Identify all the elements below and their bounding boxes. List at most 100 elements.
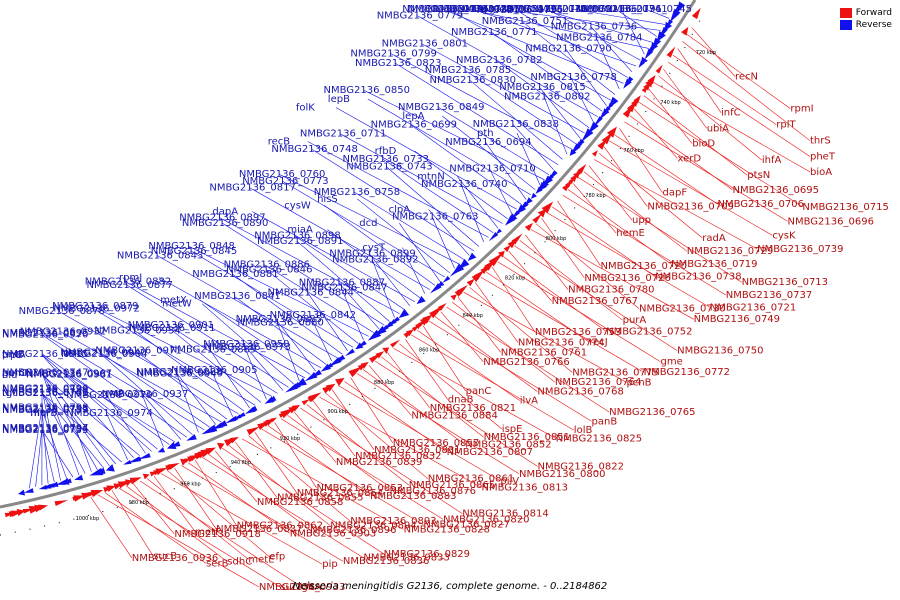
gene-label: NMBG2136_0702 bbox=[2, 388, 88, 399]
leader-line bbox=[132, 483, 175, 535]
gene-label: murB bbox=[30, 408, 57, 419]
gene-label: NMBG2136_0814 bbox=[462, 509, 548, 520]
gene-label: NMBG2136_0936 bbox=[132, 553, 218, 564]
tick-label: 800 kbp bbox=[546, 236, 566, 242]
gene-label: dcd bbox=[359, 218, 377, 229]
leader-line bbox=[339, 133, 503, 224]
gene-label: NMBG2136_0889 bbox=[170, 345, 256, 356]
gene-label: NMBG2136_0748 bbox=[271, 144, 357, 155]
gene-label: NMBG2136_0895 bbox=[2, 328, 88, 339]
gene-label: NMBG2136_0780 bbox=[568, 285, 654, 296]
leader-line bbox=[244, 346, 267, 400]
gene-label: NMBG2136_0706 bbox=[718, 199, 804, 210]
gene-label: NMBG2136_0799 bbox=[350, 48, 436, 59]
reverse-feature bbox=[607, 96, 619, 109]
leader-line bbox=[382, 158, 494, 234]
leader-line bbox=[278, 173, 460, 265]
gene-label: pntA bbox=[2, 350, 26, 361]
leader-line bbox=[686, 34, 791, 109]
leader-line bbox=[362, 369, 466, 445]
reverse-feature bbox=[664, 21, 673, 32]
tick-label: 1000 kbp bbox=[76, 516, 100, 522]
gene-label: NMBG2136_0755 bbox=[2, 425, 88, 436]
leader-line bbox=[469, 287, 573, 373]
gene-label: NMBG2136_0828 bbox=[404, 524, 490, 535]
gene-label: NMBG2136_0801 bbox=[382, 39, 468, 50]
gene-label: NMBG2136_0709 bbox=[647, 202, 733, 213]
gene-label: dnaB bbox=[448, 395, 474, 406]
gene-label: NMBG2136_0713 bbox=[742, 277, 828, 288]
gene-label: dapF bbox=[663, 188, 688, 199]
gene-label: efp bbox=[269, 552, 285, 563]
leader-line bbox=[399, 343, 502, 430]
gene-label: NMBG2136_0847 bbox=[301, 283, 387, 294]
leader-line bbox=[390, 53, 572, 150]
leader-line bbox=[106, 412, 128, 461]
leader-line bbox=[261, 428, 424, 525]
leader-line bbox=[609, 140, 773, 236]
forward-feature bbox=[291, 404, 301, 412]
leader-line bbox=[293, 411, 337, 463]
gene-label: mtnN bbox=[417, 171, 444, 182]
leader-line bbox=[307, 292, 348, 351]
gene-label: lolB bbox=[574, 425, 593, 436]
gene-label: NMBG2136_0802 bbox=[504, 92, 590, 103]
leader-line bbox=[325, 392, 428, 479]
gene-label: NMBG2136_0763 bbox=[392, 212, 478, 223]
leader-line bbox=[682, 41, 811, 141]
forward-feature bbox=[405, 329, 414, 337]
gene-label: NMBG2136_0765 bbox=[609, 407, 695, 418]
gene-label: NMBG2136_0774 bbox=[518, 337, 604, 348]
tick-label: 740 kbp bbox=[660, 100, 680, 106]
gene-label: NMBG2136_0779 bbox=[377, 10, 463, 21]
gene-label: metE bbox=[248, 554, 274, 565]
reverse-feature bbox=[127, 456, 141, 464]
leader-line bbox=[393, 347, 556, 439]
reverse-feature bbox=[59, 477, 70, 485]
gene-label: NMBG2136_0758 bbox=[314, 187, 400, 198]
leader-line bbox=[367, 98, 531, 195]
gene-label: NMBG2136_0877 bbox=[87, 280, 173, 291]
leader-line bbox=[446, 306, 610, 413]
gene-label: NMBG2136_0933 bbox=[259, 582, 345, 593]
leader-line bbox=[100, 353, 193, 436]
gene-label: NMBG2136_0882 bbox=[85, 276, 171, 287]
leader-line bbox=[280, 418, 444, 520]
forward-feature bbox=[601, 132, 613, 145]
forward-feature bbox=[524, 222, 534, 232]
gene-label: NMBG2136_0832 bbox=[355, 451, 441, 462]
leader-line bbox=[490, 31, 603, 112]
reverse-feature bbox=[215, 420, 228, 429]
gene-label: NMBG2136_0829 bbox=[384, 549, 470, 560]
leader-line bbox=[188, 245, 369, 337]
gene-label: NMBG2136_0833 bbox=[363, 553, 449, 564]
gene-label: NMBG2136_0846 bbox=[226, 264, 312, 275]
leader-line bbox=[489, 168, 513, 215]
gene-label: NMBG2136_0981 bbox=[26, 369, 112, 380]
gene-label: NMBG2136_0911 bbox=[129, 323, 215, 334]
gene-label: NMBG2136_0699 bbox=[371, 120, 457, 131]
leader-line bbox=[422, 325, 466, 392]
leader-line bbox=[562, 195, 726, 296]
gene-label: NMBG2136_0726 bbox=[584, 273, 670, 284]
leader-line bbox=[41, 409, 68, 479]
leader-line bbox=[497, 8, 661, 31]
leader-line bbox=[619, 128, 663, 193]
leader-line bbox=[369, 253, 411, 306]
leader-line bbox=[70, 412, 110, 467]
gene-label: NMBG2136_0821 bbox=[430, 403, 516, 414]
leader-line bbox=[583, 171, 687, 252]
leader-line bbox=[65, 374, 158, 450]
gene-label: NMBG2136_0747 bbox=[2, 368, 88, 379]
reverse-feature bbox=[249, 405, 258, 412]
gene-label: cysW bbox=[284, 200, 311, 211]
gene-label: NMBG2136_0754 bbox=[458, 4, 544, 15]
leader-line bbox=[363, 89, 545, 181]
leader-line bbox=[624, 121, 788, 222]
leader-line bbox=[467, 8, 649, 49]
leader-line bbox=[194, 459, 237, 526]
leader-line bbox=[41, 372, 98, 470]
leader-line bbox=[593, 159, 758, 250]
reverse-feature bbox=[64, 478, 72, 484]
